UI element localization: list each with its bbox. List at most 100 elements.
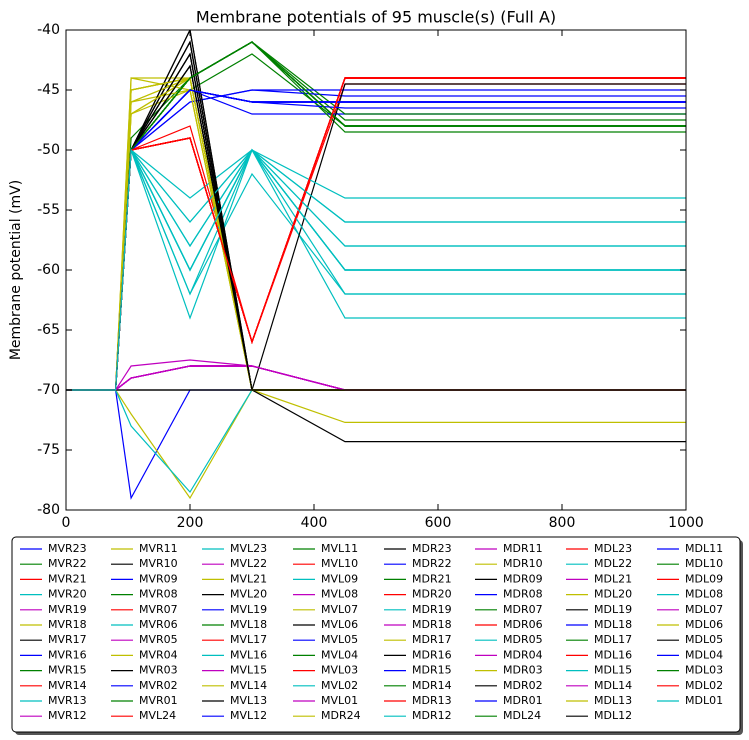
series-line	[66, 365, 686, 391]
series-line	[66, 83, 686, 391]
legend-label: MVL12	[230, 709, 267, 722]
legend-label: MVR21	[48, 572, 87, 585]
series-line	[66, 77, 686, 391]
legend-label: MVR23	[48, 542, 87, 555]
legend-label: MDR22	[412, 557, 452, 570]
series-line	[66, 389, 686, 500]
x-tick-label: 600	[425, 515, 452, 531]
series-line	[66, 77, 686, 391]
legend-label: MDR04	[503, 648, 543, 661]
legend-label: MDL24	[503, 709, 541, 722]
series-line	[66, 89, 686, 391]
y-axis-label: Membrane potential (mV)	[8, 180, 24, 360]
series-line	[66, 89, 686, 391]
series-line	[66, 83, 686, 391]
plot-area: -80 -75 -70 -65 -60 -55 -50 -45 -40 0 200 400 600 800…	[37, 22, 704, 531]
series-line	[66, 77, 686, 391]
series-line	[66, 89, 686, 391]
legend-label: MVR16	[48, 648, 87, 661]
y-tick-label: -40	[37, 22, 60, 38]
legend-label: MVL16	[230, 648, 267, 661]
legend-box	[11, 536, 741, 733]
legend-label: MVL07	[321, 603, 358, 616]
legend-label: MDL09	[685, 572, 723, 585]
legend-label: MDL01	[685, 694, 723, 707]
y-tick-label: -60	[37, 262, 60, 278]
legend-label: MVL20	[230, 588, 267, 601]
legend-label: MVL14	[230, 679, 267, 692]
legend-label: MDL18	[594, 618, 632, 631]
legend-label: MVR09	[139, 572, 178, 585]
series-line	[66, 77, 686, 391]
legend-label: MVR13	[48, 694, 87, 707]
legend-label: MVL11	[321, 542, 358, 555]
series-line	[66, 77, 686, 391]
legend-label: MDL21	[594, 572, 632, 585]
legend-label: MDR16	[412, 648, 452, 661]
legend-label: MDR17	[412, 633, 452, 646]
legend-label: MVL21	[230, 572, 267, 585]
legend-label: MDR03	[503, 664, 543, 677]
series-group	[66, 30, 686, 500]
series-line	[66, 77, 686, 391]
legend-label: MVR02	[139, 679, 178, 692]
legend-label: MVR06	[139, 618, 178, 631]
legend-label: MDR14	[412, 679, 452, 692]
x-tick-label: 0	[62, 515, 71, 531]
series-line	[66, 77, 686, 391]
series-line	[66, 147, 686, 391]
series-line	[66, 77, 686, 391]
series-line	[66, 365, 686, 391]
legend-label: MVL05	[321, 633, 358, 646]
legend-label: MDR01	[503, 694, 543, 707]
legend-label: MDR23	[412, 542, 452, 555]
legend-label: MDL14	[594, 679, 632, 692]
legend-label: MVL13	[230, 694, 267, 707]
legend-label: MVL10	[321, 557, 358, 570]
legend-label: MDL02	[685, 679, 723, 692]
series-line	[66, 77, 686, 391]
y-tick-label: -80	[37, 502, 60, 518]
series-line	[66, 89, 686, 391]
legend-label: MDR12	[412, 709, 452, 722]
legend-label: MDR06	[503, 618, 543, 631]
series-line	[66, 77, 686, 391]
legend-label: MVL01	[321, 694, 358, 707]
legend-label: MDR21	[412, 572, 452, 585]
y-tick-label: -55	[37, 202, 60, 218]
legend-label: MDL15	[594, 664, 632, 677]
legend-label: MDR05	[503, 633, 543, 646]
legend-label: MDL17	[594, 633, 632, 646]
legend-label: MVR11	[139, 542, 178, 555]
legend-label: MVR20	[48, 588, 87, 601]
legend-label: MVR14	[48, 679, 87, 692]
legend-label: MDR20	[412, 588, 452, 601]
legend-label: MVL19	[230, 603, 267, 616]
legend-label: MVR01	[139, 694, 178, 707]
legend-label: MVL02	[321, 679, 358, 692]
y-tick-label: -50	[37, 142, 60, 158]
legend-label: MVL08	[321, 588, 358, 601]
series-line	[66, 89, 686, 391]
series-line	[66, 77, 686, 391]
y-tick-label: -70	[37, 382, 60, 398]
series-line	[66, 365, 686, 391]
legend-label: MDR18	[412, 618, 452, 631]
series-line	[66, 77, 686, 391]
legend-label: MDR02	[503, 679, 543, 692]
series-line	[66, 77, 686, 391]
series-line	[66, 89, 686, 391]
series-line	[66, 89, 686, 391]
legend-label: MVR12	[48, 709, 87, 722]
legend-label: MVL22	[230, 557, 267, 570]
series-line	[66, 389, 686, 500]
y-tick-label: -65	[37, 322, 60, 338]
series-line	[66, 365, 686, 391]
legend-label: MVL09	[321, 572, 358, 585]
legend-label: MDL08	[685, 588, 723, 601]
legend-label: MVR15	[48, 664, 87, 677]
legend-label: MVR17	[48, 633, 87, 646]
y-tick-label: -45	[37, 82, 60, 98]
series-line	[66, 77, 686, 391]
